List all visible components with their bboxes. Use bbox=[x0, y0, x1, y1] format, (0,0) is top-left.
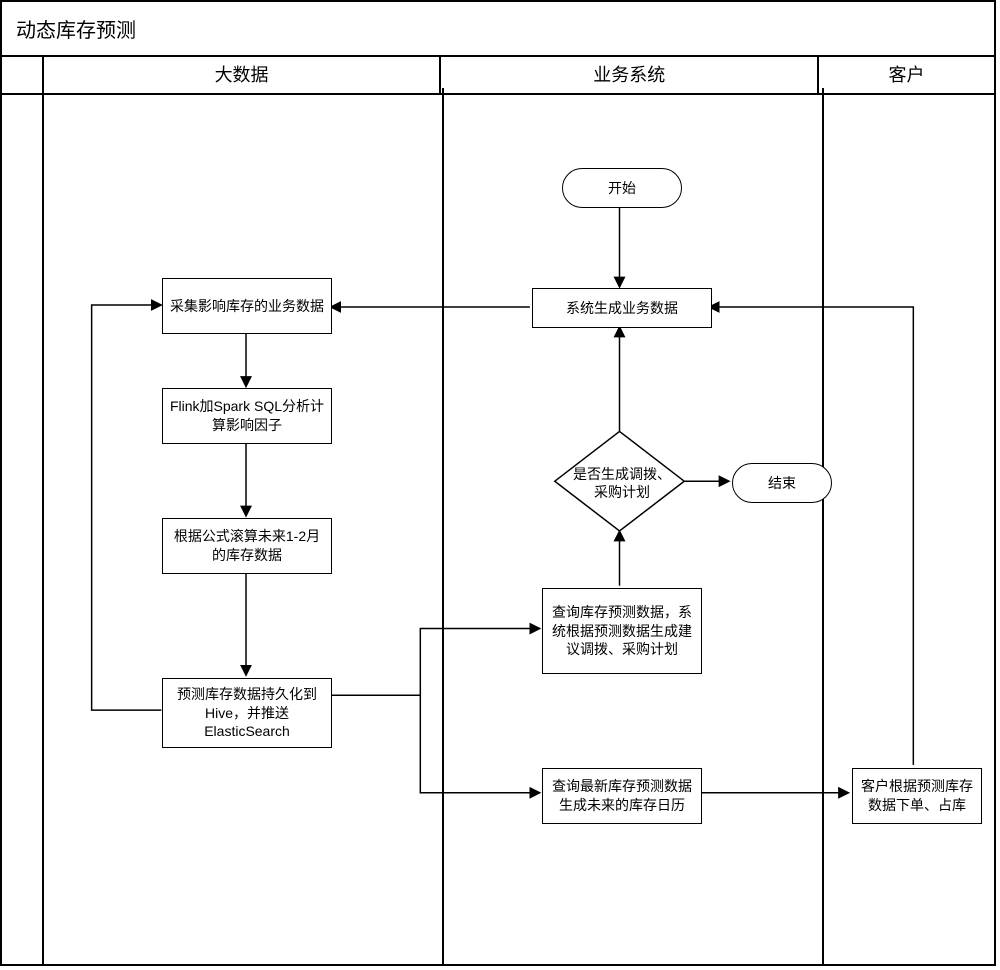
node-label-decide: 是否生成调拨、采购计划 bbox=[567, 465, 677, 501]
diagram-title: 动态库存预测 bbox=[2, 2, 994, 57]
node-end: 结束 bbox=[732, 463, 832, 503]
edge-cust-sysgen bbox=[709, 307, 913, 765]
edge-persist-query bbox=[331, 629, 540, 696]
node-collect: 采集影响库存的业务数据 bbox=[162, 278, 332, 334]
node-start: 开始 bbox=[562, 168, 682, 208]
node-flink: Flink加Spark SQL分析计算影响因子 bbox=[162, 388, 332, 444]
node-sysgen: 系统生成业务数据 bbox=[532, 288, 712, 328]
edge-persist-collect bbox=[92, 305, 162, 710]
node-persist: 预测库存数据持久化到Hive，并推送ElasticSearch bbox=[162, 678, 332, 748]
node-latest: 查询最新库存预测数据生成未来的库存日历 bbox=[542, 768, 702, 824]
node-cust: 客户根据预测库存数据下单、占库 bbox=[852, 768, 982, 824]
swimlane-diagram: 动态库存预测 大数据 业务系统 客户 开始系统生成业务数据采集影响库存的业务数据… bbox=[0, 0, 996, 966]
node-query: 查询库存预测数据，系统根据预测数据生成建议调拨、采购计划 bbox=[542, 588, 702, 674]
flow-edges bbox=[2, 88, 994, 964]
lanes-area: 开始系统生成业务数据 采集影响库存的业务数据 Flink加Spark SQL分析计算… bbox=[2, 88, 994, 964]
edge-persist-latest bbox=[420, 695, 540, 793]
node-rolling: 根据公式滚算未来1-2月的库存数据 bbox=[162, 518, 332, 574]
